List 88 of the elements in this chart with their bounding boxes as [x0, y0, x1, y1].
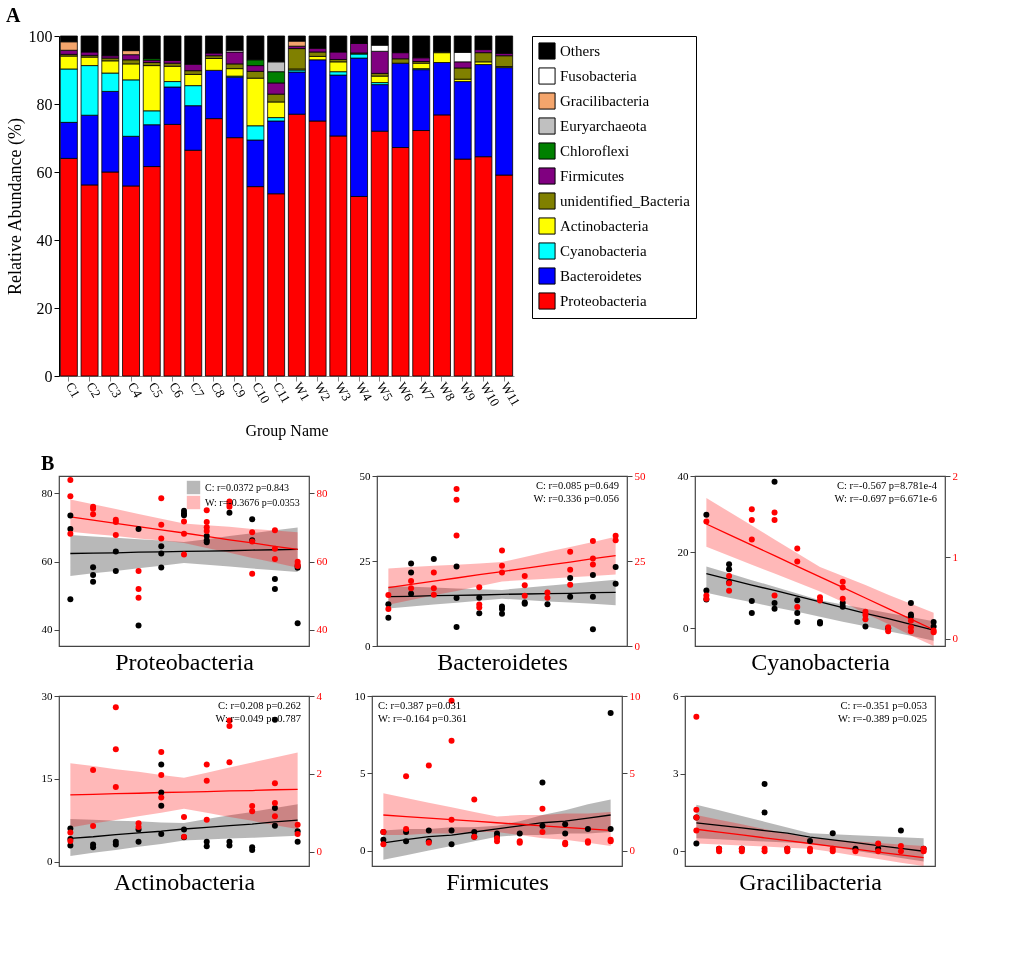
y-tick-label: 25: [359, 554, 371, 567]
annotation: W: r=-0.697 p=6.671e-6: [834, 493, 937, 504]
y-tick-label: 0: [44, 367, 53, 385]
y-axis-title: Relative Abundance (%): [4, 118, 26, 295]
y2-tick-label: 2: [316, 767, 322, 780]
x-tick-label: C4: [124, 379, 146, 401]
annotation: W: r=0.336 p=0.056: [533, 493, 619, 504]
chart-title: B: [41, 452, 55, 474]
y2-tick-label: 25: [634, 554, 646, 567]
y2-tick-label: 60: [316, 555, 328, 568]
annotation: W: r=-0.389 p=0.025: [837, 713, 927, 724]
legend-label: Proteobacteria: [560, 293, 647, 309]
y-tick-label: 5: [360, 766, 366, 779]
x-tick-label: W6: [394, 379, 418, 404]
x-axis-title: Group Name: [245, 421, 329, 440]
annotation: C: r=-0.351 p=0.053: [840, 700, 927, 711]
y2-tick-label: 80: [316, 486, 328, 499]
y-tick-label: 60: [36, 163, 53, 181]
annotation: C: r=-0.567 p=8.781e-4: [837, 480, 938, 491]
y-tick-label: 40: [36, 231, 53, 249]
x-tick-label: C7: [187, 379, 208, 401]
y-tick-label: 0: [673, 844, 679, 857]
y2-tick-label: 40: [316, 623, 328, 636]
y-tick-label: 50: [359, 469, 371, 482]
y2-tick-label: 50: [634, 469, 646, 482]
x-tick-label: C2: [83, 379, 105, 401]
y2-tick-label: 0: [634, 639, 641, 652]
y-tick-label: 60: [41, 555, 53, 568]
legend-label: unidentified_Bacteria: [560, 193, 691, 209]
x-tick-label: C1: [62, 379, 84, 401]
legend-label: Bacteroidetes: [560, 268, 642, 284]
x-tick-label: W3: [332, 379, 355, 404]
x-tick-label: W8: [435, 379, 459, 404]
x-axis-title: Bacteroidetes: [437, 648, 568, 675]
annotation: W: r=-0.164 p=0.361: [378, 713, 468, 724]
y-tick-label: 0: [365, 639, 371, 652]
annotation: W: r=0.049 p=0.787: [215, 713, 301, 724]
x-tick-label: W9: [456, 379, 480, 404]
y2-tick-label: 0: [952, 632, 959, 645]
legend-label: Actinobacteria: [560, 218, 649, 234]
y2-tick-label: 1: [952, 550, 958, 563]
y-tick-label: 30: [41, 689, 53, 702]
y2-tick-label: 5: [629, 766, 636, 779]
x-tick-label: C9: [228, 379, 250, 401]
y-tick-label: 0: [47, 855, 53, 868]
legend-label: Euryarchaeota: [560, 118, 647, 134]
x-tick-label: W2: [311, 379, 334, 404]
x-tick-label: C6: [166, 379, 188, 401]
x-axis-title: Proteobacteria: [115, 648, 255, 675]
x-tick-label: W7: [415, 379, 438, 404]
x-tick-label: C8: [207, 379, 229, 401]
x-tick-label: W4: [352, 379, 376, 404]
y-tick-label: 6: [673, 689, 679, 702]
y-tick-label: 20: [677, 545, 689, 558]
y2-tick-label: 10: [629, 689, 641, 702]
y-tick-label: 3: [673, 767, 679, 780]
legend-label: Fusobacteria: [560, 68, 637, 84]
chart-title: A: [6, 4, 21, 26]
y-tick-label: 0: [360, 844, 366, 857]
x-axis-title: Cyanobacteria: [751, 648, 891, 675]
x-tick-label: C5: [145, 379, 167, 401]
y2-tick-label: 4: [316, 689, 323, 702]
y2-tick-label: 2: [952, 469, 958, 482]
legend-label: Cyanobacteria: [560, 243, 647, 259]
y-tick-label: 20: [36, 299, 53, 317]
legend-label: Others: [560, 43, 601, 59]
x-tick-label: C3: [104, 379, 125, 401]
annotation: C: r=0.085 p=0.649: [535, 480, 619, 491]
x-tick-label: W5: [373, 379, 397, 404]
y-tick-label: 40: [41, 623, 53, 636]
annotation: C: r=0.387 p=0.031: [378, 700, 462, 711]
y2-tick-label: 0: [316, 845, 323, 858]
y-tick-label: 10: [354, 689, 366, 702]
x-axis-title: Firmicutes: [446, 868, 549, 895]
y2-tick-label: 0: [629, 844, 636, 857]
y-tick-label: 80: [41, 486, 53, 499]
y-tick-label: 40: [677, 469, 689, 482]
legend-label: C: r=0.0372 p=0.843: [205, 481, 290, 493]
annotation: C: r=0.208 p=0.262: [217, 700, 301, 711]
x-axis-title: Gracilibacteria: [739, 868, 883, 895]
y-tick-label: 100: [28, 27, 53, 45]
y-tick-label: 80: [36, 95, 53, 113]
legend-label: Firmicutes: [560, 168, 625, 184]
legend-label: Chloroflexi: [560, 143, 630, 159]
x-axis-title: Actinobacteria: [113, 868, 256, 895]
y-tick-label: 0: [683, 621, 689, 634]
legend-label: Gracilibacteria: [560, 93, 650, 109]
y-tick-label: 15: [41, 772, 53, 785]
